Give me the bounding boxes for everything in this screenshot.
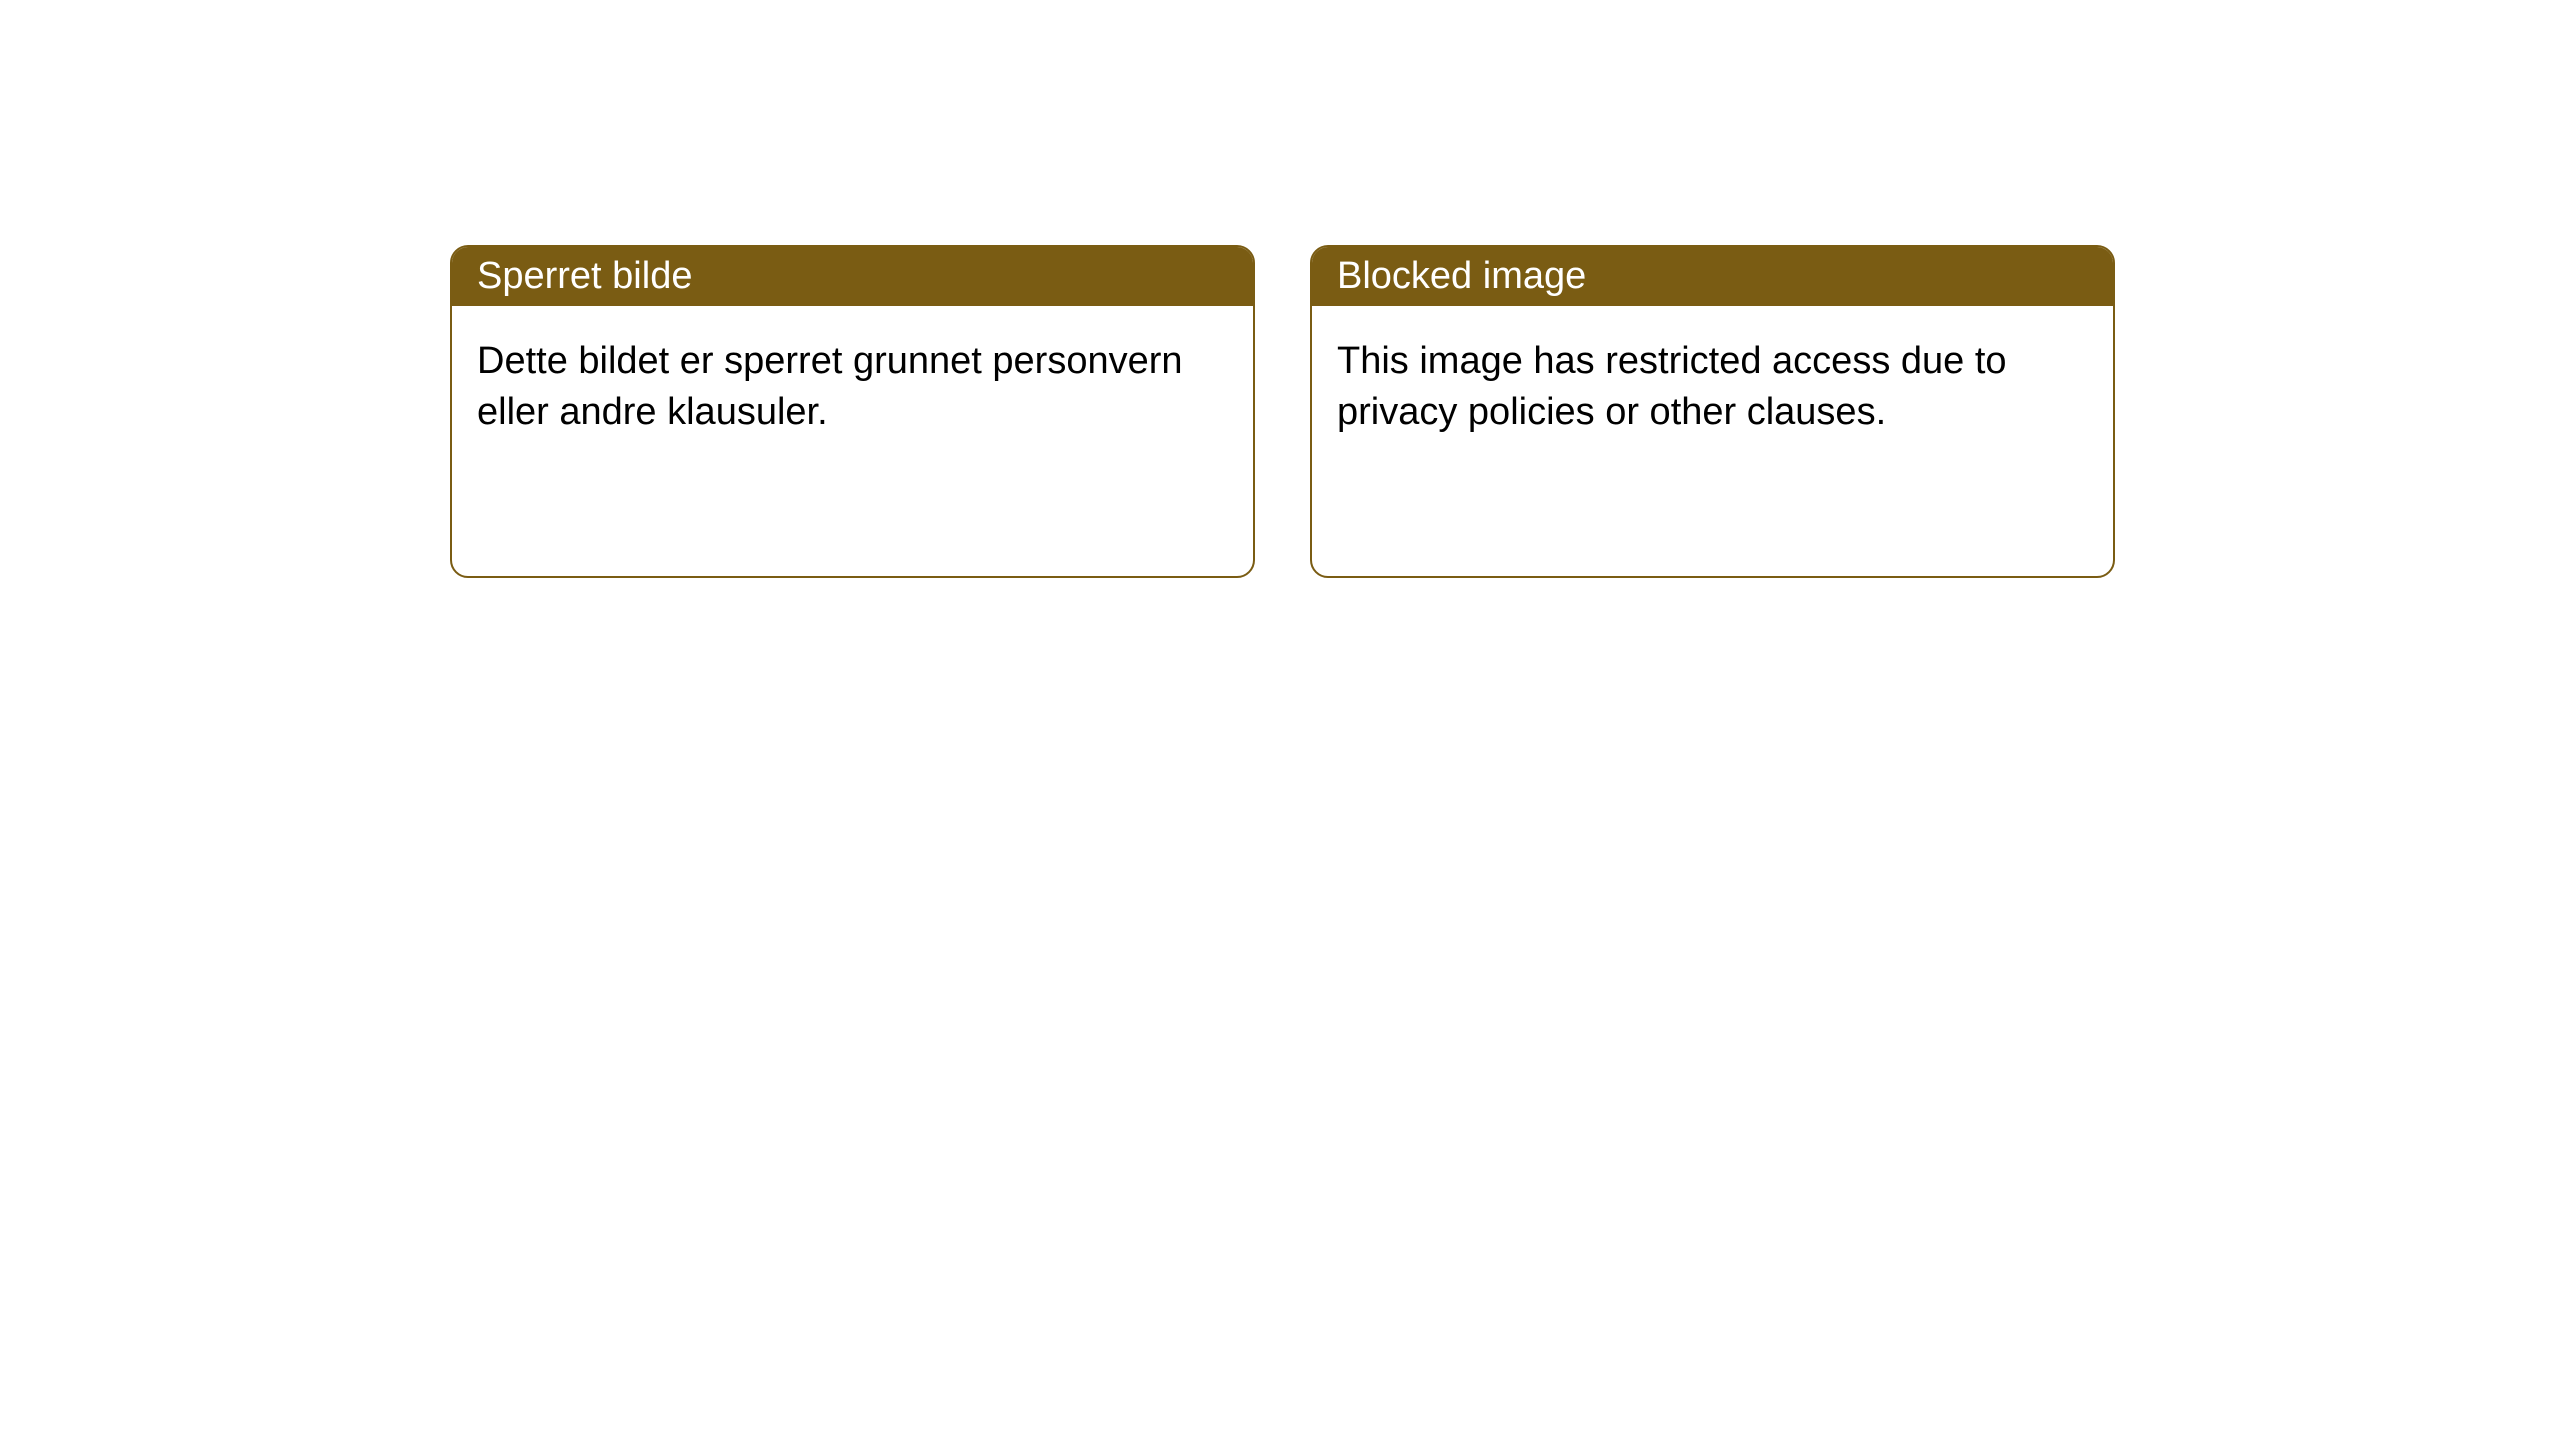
card-header-en: Blocked image [1312, 247, 2113, 306]
card-body-no: Dette bildet er sperret grunnet personve… [452, 306, 1253, 469]
card-body-en: This image has restricted access due to … [1312, 306, 2113, 469]
notice-container: Sperret bilde Dette bildet er sperret gr… [0, 0, 2560, 578]
blocked-image-card-en: Blocked image This image has restricted … [1310, 245, 2115, 578]
card-header-no: Sperret bilde [452, 247, 1253, 306]
blocked-image-card-no: Sperret bilde Dette bildet er sperret gr… [450, 245, 1255, 578]
